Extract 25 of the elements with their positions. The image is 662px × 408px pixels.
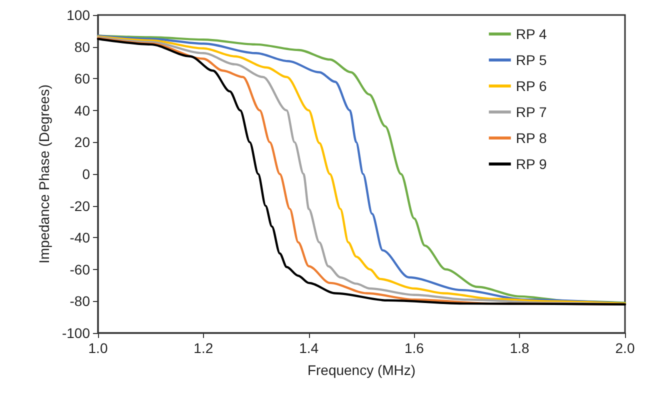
legend-label: RP 6 bbox=[516, 78, 547, 94]
y-tick-label: 80 bbox=[74, 38, 90, 55]
y-tick-label: 20 bbox=[74, 134, 90, 150]
y-tick-label: -40 bbox=[70, 230, 90, 246]
x-tick-label: 2.0 bbox=[615, 340, 635, 356]
x-tick-label: 1.6 bbox=[404, 340, 424, 356]
legend-label: RP 9 bbox=[516, 156, 547, 172]
y-axis-title: Impedance Phase (Degrees) bbox=[36, 84, 52, 264]
y-tick-label: 0 bbox=[82, 166, 90, 182]
x-tick-label: 1.8 bbox=[510, 340, 530, 356]
legend-label: RP 7 bbox=[516, 104, 547, 120]
y-tick-label: -20 bbox=[70, 198, 90, 214]
legend-label: RP 5 bbox=[516, 52, 547, 68]
y-tick-label: -60 bbox=[70, 261, 90, 278]
x-tick-label: 1.0 bbox=[88, 340, 108, 356]
y-tick-label: 40 bbox=[74, 102, 90, 118]
x-axis-title: Frequency (MHz) bbox=[307, 362, 416, 378]
y-tick-label: 60 bbox=[74, 70, 90, 87]
legend-label: RP 8 bbox=[516, 130, 547, 146]
y-tick-label: -80 bbox=[70, 293, 90, 310]
y-tick-label: -100 bbox=[62, 325, 90, 341]
x-tick-label: 1.4 bbox=[299, 340, 319, 356]
y-tick-label: 100 bbox=[66, 7, 90, 23]
legend-label: RP 4 bbox=[516, 26, 547, 42]
x-tick-label: 1.2 bbox=[194, 340, 214, 356]
